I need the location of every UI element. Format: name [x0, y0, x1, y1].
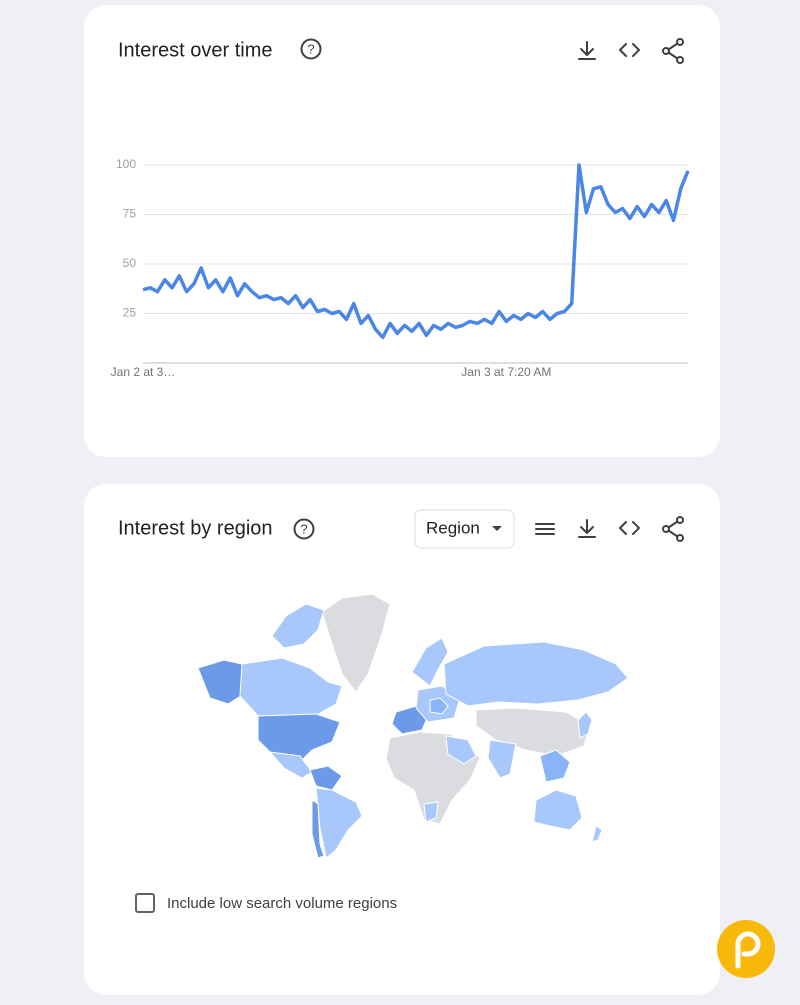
help-icon[interactable]: ? — [293, 518, 315, 540]
share-icon[interactable] — [662, 38, 684, 64]
share-icon[interactable] — [662, 516, 684, 542]
world-map — [197, 593, 629, 859]
card-title: Interest by region — [118, 517, 273, 539]
y-tick-label: 75 — [123, 207, 137, 221]
download-icon[interactable] — [578, 41, 596, 60]
y-tick-label: 100 — [116, 157, 136, 171]
y-tick-label: 25 — [123, 306, 137, 320]
card-title: Interest over time — [118, 39, 273, 61]
embed-icon[interactable] — [619, 43, 640, 57]
x-tick-label: Jan 3 at 7:20 AM — [461, 365, 551, 379]
list-icon[interactable] — [535, 523, 555, 535]
embed-icon[interactable] — [619, 521, 640, 535]
time-card — [84, 5, 720, 457]
dropdown-label: Region — [426, 518, 480, 537]
help-glyph: ? — [300, 521, 307, 536]
checkbox[interactable] — [135, 893, 155, 913]
download-icon[interactable] — [578, 519, 596, 538]
x-tick-label: Jan 2 at 3… — [111, 365, 176, 379]
brand-logo — [717, 920, 775, 978]
help-icon[interactable]: ? — [300, 38, 322, 60]
checkbox-label: Include low search volume regions — [167, 895, 397, 912]
line — [142, 163, 690, 340]
help-glyph: ? — [307, 41, 314, 56]
y-tick-label: 50 — [123, 256, 137, 270]
region-dropdown[interactable]: Region — [414, 509, 515, 549]
